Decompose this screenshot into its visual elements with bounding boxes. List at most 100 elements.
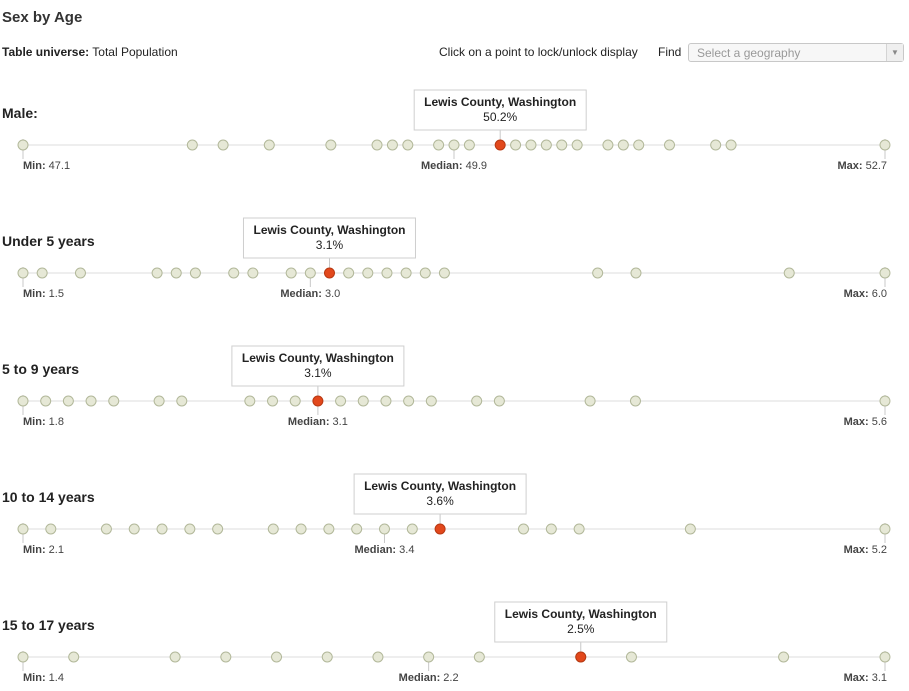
data-point[interactable] — [17, 267, 29, 279]
data-point[interactable] — [362, 267, 374, 279]
data-point[interactable] — [380, 395, 392, 407]
highlighted-data-point[interactable] — [494, 139, 506, 151]
data-point[interactable] — [17, 651, 29, 663]
data-point[interactable] — [176, 395, 188, 407]
data-point[interactable] — [378, 523, 390, 535]
data-point[interactable] — [400, 267, 412, 279]
data-point[interactable] — [425, 395, 437, 407]
data-point[interactable] — [879, 395, 891, 407]
data-point[interactable] — [403, 395, 415, 407]
data-point[interactable] — [184, 523, 196, 535]
data-point[interactable] — [783, 267, 795, 279]
data-point[interactable] — [156, 523, 168, 535]
data-point[interactable] — [271, 651, 283, 663]
data-point[interactable] — [74, 267, 86, 279]
data-point[interactable] — [448, 139, 460, 151]
highlighted-data-point[interactable] — [575, 651, 587, 663]
data-point[interactable] — [371, 139, 383, 151]
data-point[interactable] — [584, 395, 596, 407]
data-point[interactable] — [343, 267, 355, 279]
geography-select[interactable]: Select a geography ▼ — [688, 43, 904, 62]
data-point[interactable] — [335, 395, 347, 407]
chevron-down-icon[interactable]: ▼ — [886, 44, 903, 61]
data-point[interactable] — [170, 267, 182, 279]
data-point[interactable] — [573, 523, 585, 535]
data-point[interactable] — [592, 267, 604, 279]
data-point[interactable] — [386, 139, 398, 151]
highlighted-data-point[interactable] — [323, 267, 335, 279]
data-point[interactable] — [323, 523, 335, 535]
data-point[interactable] — [625, 651, 637, 663]
data-point[interactable] — [710, 139, 722, 151]
data-point[interactable] — [220, 651, 232, 663]
data-point[interactable] — [36, 267, 48, 279]
data-point[interactable] — [423, 651, 435, 663]
data-point[interactable] — [372, 651, 384, 663]
data-point[interactable] — [285, 267, 297, 279]
data-point[interactable] — [228, 267, 240, 279]
data-point[interactable] — [617, 139, 629, 151]
data-point[interactable] — [17, 523, 29, 535]
data-point[interactable] — [493, 395, 505, 407]
data-point[interactable] — [879, 139, 891, 151]
data-point[interactable] — [85, 395, 97, 407]
data-point[interactable] — [525, 139, 537, 151]
data-point[interactable] — [217, 139, 229, 151]
data-point[interactable] — [471, 395, 483, 407]
data-point[interactable] — [212, 523, 224, 535]
data-point[interactable] — [189, 267, 201, 279]
data-point[interactable] — [402, 139, 414, 151]
data-point[interactable] — [325, 139, 337, 151]
data-point[interactable] — [169, 651, 181, 663]
data-point[interactable] — [267, 395, 279, 407]
data-point[interactable] — [545, 523, 557, 535]
data-point[interactable] — [357, 395, 369, 407]
data-point[interactable] — [108, 395, 120, 407]
data-point[interactable] — [153, 395, 165, 407]
data-point[interactable] — [879, 267, 891, 279]
data-point[interactable] — [151, 267, 163, 279]
data-point[interactable] — [879, 523, 891, 535]
data-point[interactable] — [351, 523, 363, 535]
data-point[interactable] — [419, 267, 431, 279]
data-point[interactable] — [571, 139, 583, 151]
data-point[interactable] — [321, 651, 333, 663]
data-point[interactable] — [263, 139, 275, 151]
data-point[interactable] — [100, 523, 112, 535]
data-point[interactable] — [128, 523, 140, 535]
data-point[interactable] — [879, 651, 891, 663]
data-point[interactable] — [247, 267, 259, 279]
data-point[interactable] — [684, 523, 696, 535]
data-point[interactable] — [438, 267, 450, 279]
data-point[interactable] — [518, 523, 530, 535]
data-point[interactable] — [62, 395, 74, 407]
data-point[interactable] — [17, 139, 29, 151]
data-point[interactable] — [602, 139, 614, 151]
data-point[interactable] — [463, 139, 475, 151]
data-point[interactable] — [40, 395, 52, 407]
data-point[interactable] — [381, 267, 393, 279]
data-point[interactable] — [68, 651, 80, 663]
data-point[interactable] — [304, 267, 316, 279]
data-point[interactable] — [433, 139, 445, 151]
data-point[interactable] — [630, 267, 642, 279]
data-point[interactable] — [244, 395, 256, 407]
data-point[interactable] — [45, 523, 57, 535]
data-point[interactable] — [556, 139, 568, 151]
highlighted-data-point[interactable] — [312, 395, 324, 407]
data-point[interactable] — [778, 651, 790, 663]
data-point[interactable] — [664, 139, 675, 151]
data-point[interactable] — [295, 523, 307, 535]
data-point[interactable] — [406, 523, 418, 535]
data-point[interactable] — [725, 139, 737, 151]
data-point[interactable] — [633, 139, 645, 151]
data-point[interactable] — [629, 395, 641, 407]
data-point[interactable] — [540, 139, 552, 151]
highlighted-data-point[interactable] — [434, 523, 446, 535]
data-point[interactable] — [510, 139, 522, 151]
data-point[interactable] — [186, 139, 198, 151]
data-point[interactable] — [289, 395, 301, 407]
data-point[interactable] — [267, 523, 279, 535]
data-point[interactable] — [473, 651, 485, 663]
data-point[interactable] — [17, 395, 29, 407]
